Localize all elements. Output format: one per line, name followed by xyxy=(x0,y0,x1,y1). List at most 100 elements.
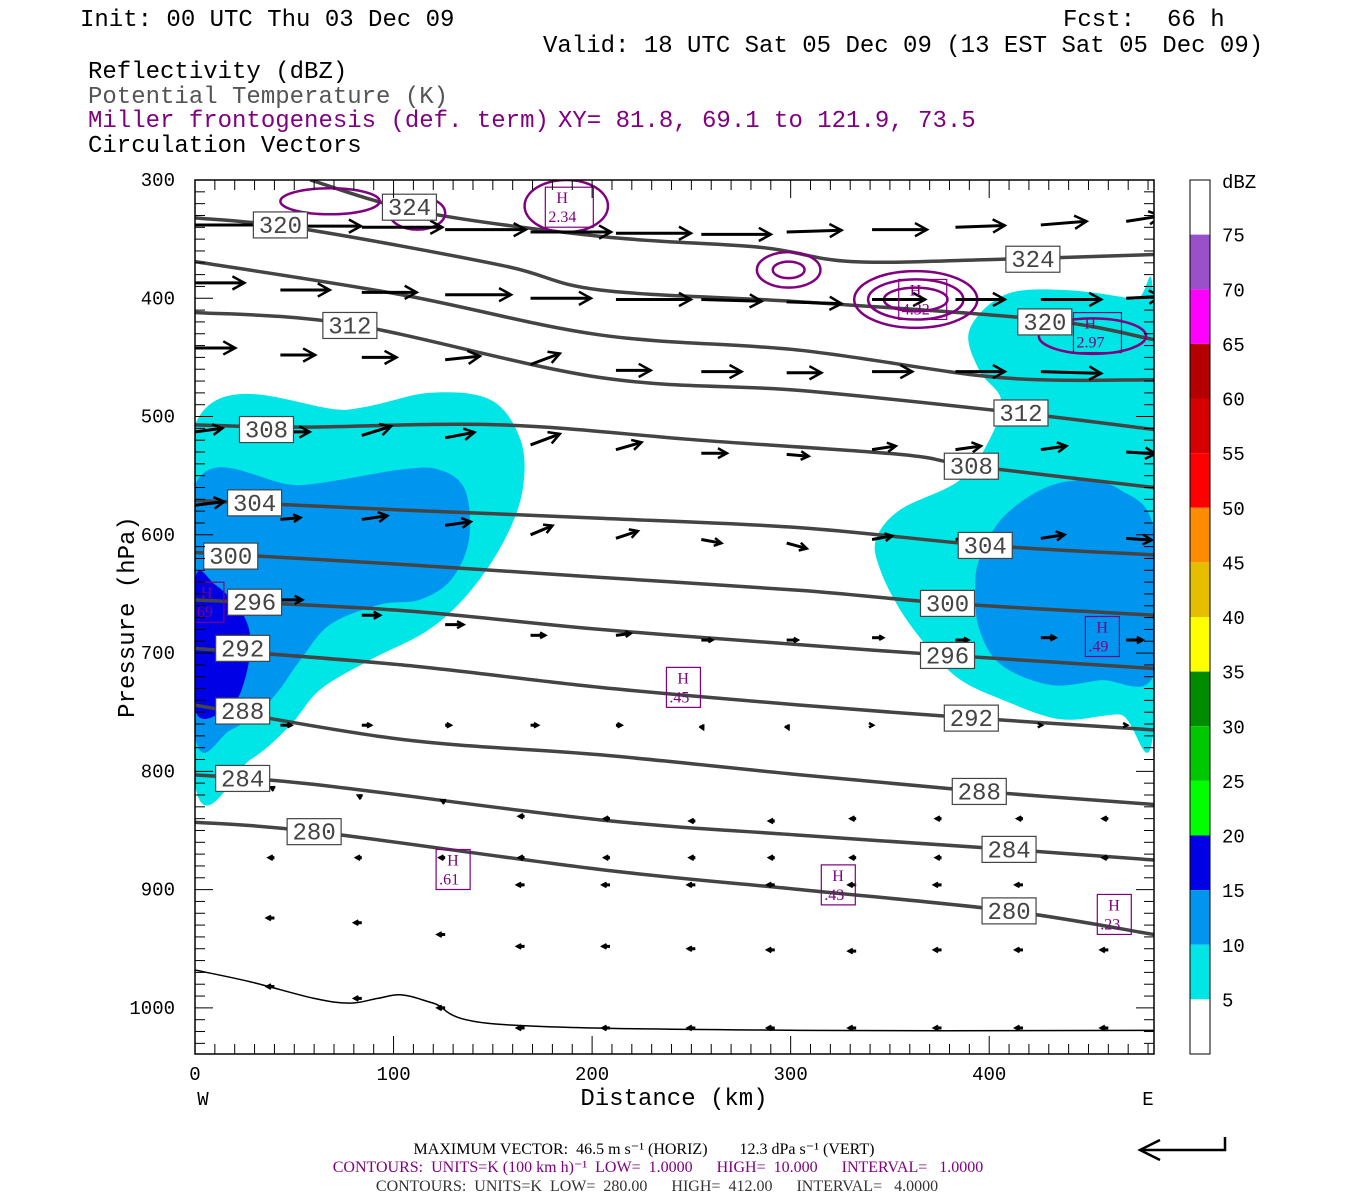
maximum-value: 2.34 xyxy=(548,209,576,226)
colorbar-label: 60 xyxy=(1222,390,1245,412)
circulation-vector xyxy=(764,881,775,889)
contour-label: 304 xyxy=(957,531,1013,561)
frontogenesis-contour xyxy=(279,187,381,216)
contour-label: 304 xyxy=(226,489,283,519)
contour-label: 324 xyxy=(1005,245,1061,275)
contour-label-text: 312 xyxy=(328,314,371,341)
circulation-vector xyxy=(355,794,363,800)
frontogenesis-maximum: H .69 xyxy=(193,581,225,623)
contour-label: 280 xyxy=(981,897,1037,927)
contour-label-text: 292 xyxy=(950,707,993,734)
colorbar-swatch xyxy=(1190,453,1210,508)
circulation-vector xyxy=(1013,1024,1023,1032)
circulation-vector xyxy=(1014,815,1023,822)
y-tick-label: 900 xyxy=(141,880,175,902)
contour-label: 280 xyxy=(286,818,342,848)
circulation-vector xyxy=(600,1024,610,1032)
maximum-value: .23 xyxy=(1100,916,1120,933)
theta-contour-316 xyxy=(195,259,1154,383)
y-tick-label: 800 xyxy=(141,761,175,783)
frontogenesis-maximum: H .61 xyxy=(435,848,471,891)
maximum-marker: H xyxy=(1108,897,1120,914)
maximum-value: 2.97 xyxy=(1076,335,1104,352)
circulation-vector xyxy=(1013,881,1023,889)
circulation-vector xyxy=(353,854,362,861)
circulation-vector xyxy=(435,931,446,938)
circulation-vector xyxy=(1122,721,1130,729)
colorbar-label: 45 xyxy=(1222,553,1245,575)
frontogenesis-contour xyxy=(771,260,806,280)
circulation-vector xyxy=(1040,365,1104,381)
circulation-vector xyxy=(701,636,715,644)
maximum-value: .43 xyxy=(824,887,844,904)
plot-area: 3203243123083043002962922882842803243203… xyxy=(193,180,1154,1032)
circulation-vector xyxy=(872,363,915,380)
frontogenesis-maximum: H 2.97 xyxy=(1072,311,1123,354)
circulation-vector xyxy=(1126,533,1154,546)
colorbar-label: 50 xyxy=(1222,499,1245,521)
contour-label: 284 xyxy=(215,764,271,794)
colorbar-label: 5 xyxy=(1222,990,1233,1012)
circulation-vector xyxy=(530,631,548,640)
circulation-vector xyxy=(933,815,942,822)
circulation-vector xyxy=(351,919,362,927)
colorbar-label: 65 xyxy=(1222,335,1245,357)
contour-label-text: 300 xyxy=(926,592,969,619)
circulation-vector xyxy=(701,226,774,243)
colorbar-label: 55 xyxy=(1222,444,1245,466)
circulation-vector xyxy=(1040,441,1070,454)
circulation-vector xyxy=(784,724,790,732)
contour-label-text: 304 xyxy=(964,534,1007,561)
circulation-vector xyxy=(444,516,474,529)
colorbar-label: 25 xyxy=(1222,772,1245,794)
circulation-vector xyxy=(872,221,930,238)
maximum-value: .49 xyxy=(1088,639,1108,656)
circulation-vector xyxy=(361,284,420,301)
circulation-vector xyxy=(530,430,563,447)
colorbar-label: 35 xyxy=(1222,663,1245,685)
circulation-vector xyxy=(872,634,886,641)
circulation-vector xyxy=(1013,946,1023,954)
x-tick-label: 0 xyxy=(189,1064,200,1086)
circulation-vector xyxy=(280,721,294,729)
maximum-value: .69 xyxy=(193,604,213,621)
circulation-vector xyxy=(786,365,825,381)
circulation-vector xyxy=(764,1024,775,1032)
x-tick-label: 400 xyxy=(972,1064,1006,1086)
circulation-vector xyxy=(361,610,383,620)
circulation-vector xyxy=(529,523,555,537)
frontogenesis-maximum: H 4.32 xyxy=(898,278,948,321)
contour-label: 300 xyxy=(203,542,259,572)
circulation-vector xyxy=(615,630,634,638)
circulation-vector xyxy=(1037,721,1045,729)
circulation-vector xyxy=(764,946,775,954)
maximum-marker: H xyxy=(1096,620,1108,637)
circulation-vector xyxy=(931,881,942,889)
circulation-vector xyxy=(615,225,694,241)
contour-label: 288 xyxy=(215,697,271,727)
circulation-vector xyxy=(701,447,730,460)
circulation-vector xyxy=(848,854,857,861)
circulation-vector xyxy=(1126,446,1154,460)
circulation-vector xyxy=(445,620,467,630)
circulation-vector xyxy=(955,636,971,644)
circulation-vector xyxy=(195,423,226,436)
maximum-marker: H xyxy=(910,282,922,299)
circulation-vector xyxy=(687,817,696,825)
maximum-marker: H xyxy=(447,853,459,870)
contour-label-text: 308 xyxy=(245,419,288,446)
circulation-vector xyxy=(786,541,810,552)
circulation-vector-layer xyxy=(195,210,1154,1032)
circulation-vector xyxy=(1040,530,1068,542)
circulation-vector xyxy=(1040,214,1090,230)
circulation-vector xyxy=(361,422,394,437)
circulation-vector xyxy=(786,295,845,311)
colorbar-title: dBZ xyxy=(1222,172,1256,194)
circulation-vector xyxy=(868,721,876,729)
circulation-vector xyxy=(514,943,525,950)
circulation-vector xyxy=(280,282,333,298)
contour-label-text: 300 xyxy=(209,545,252,572)
colorbar-swatch xyxy=(1190,780,1210,836)
theta-contour-info: CONTOURS: UNITS=K LOW= 280.00 HIGH= 412.… xyxy=(376,1178,938,1195)
